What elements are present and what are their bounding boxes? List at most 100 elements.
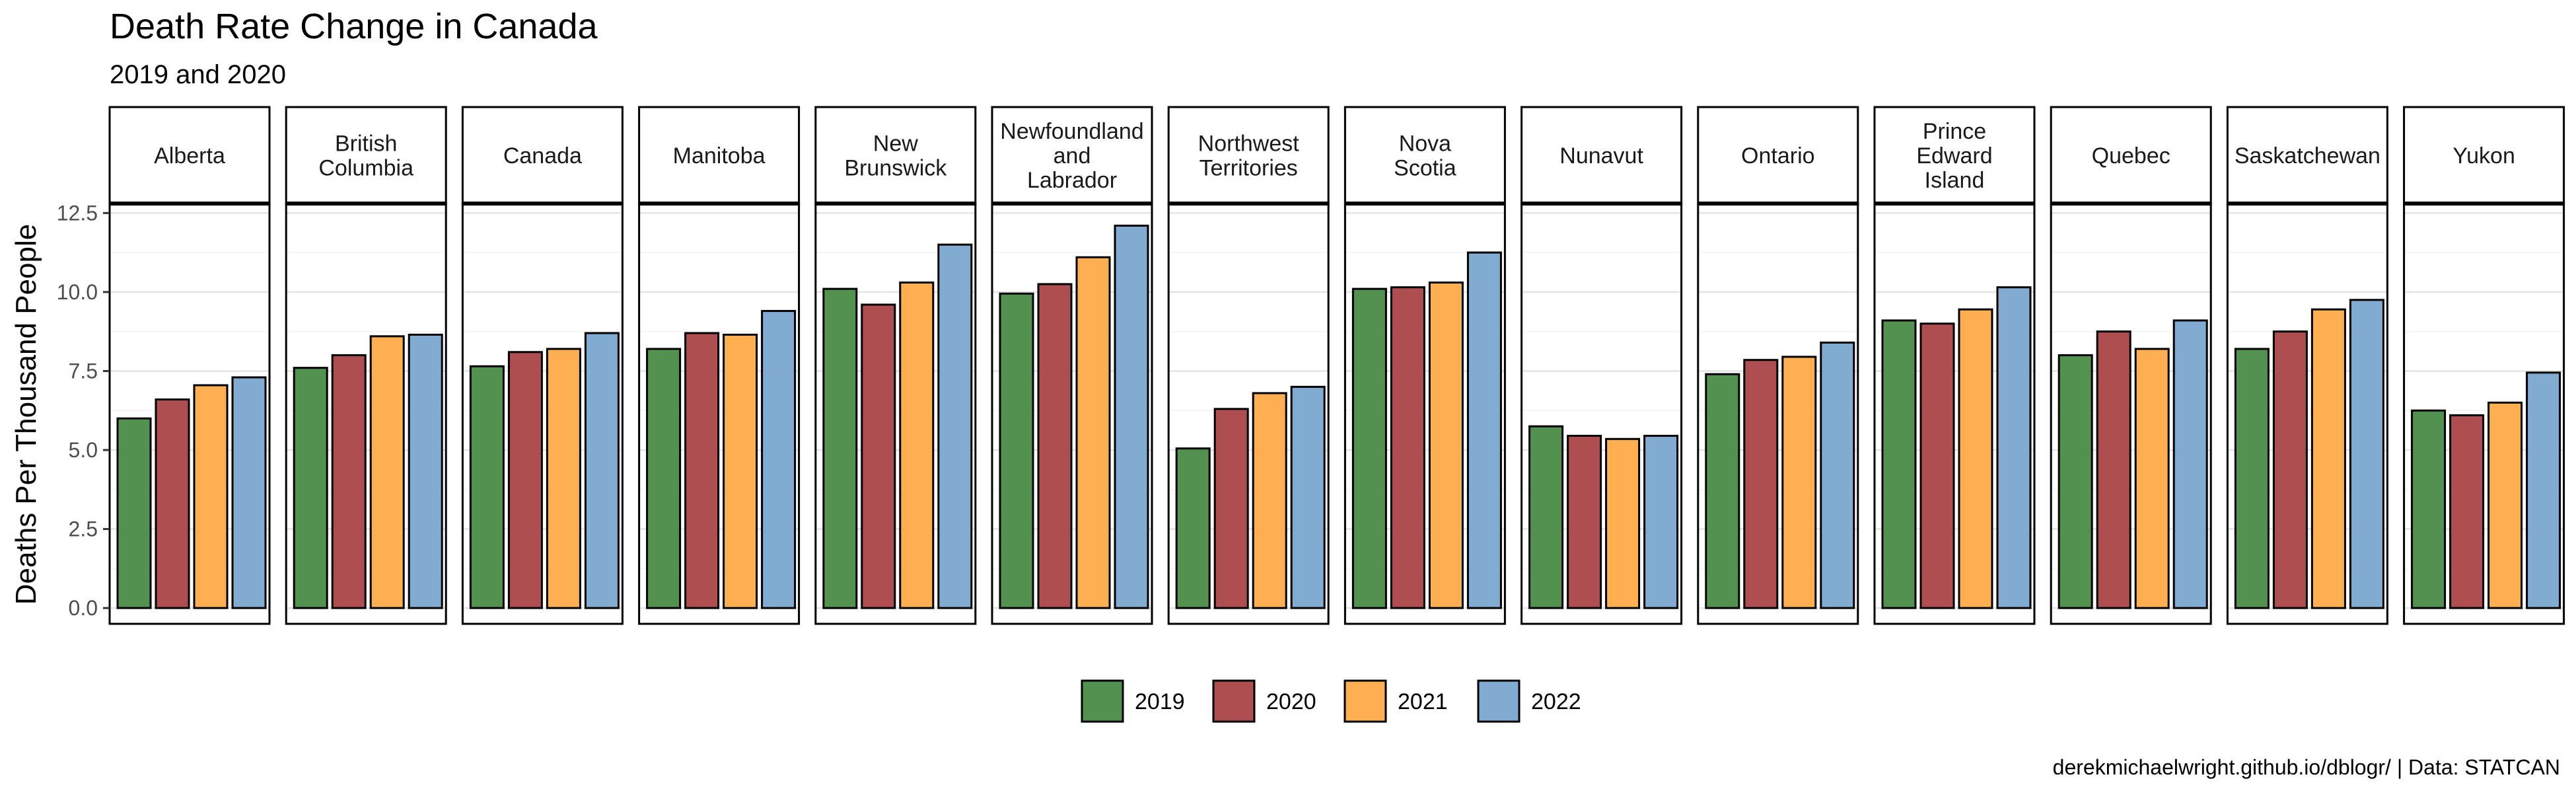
legend-swatch: [1081, 679, 1124, 723]
bar: [1114, 224, 1149, 609]
bar: [1605, 437, 1641, 609]
facet-panel: Manitoba: [638, 106, 801, 625]
bar: [1290, 385, 1326, 609]
facet-panel: Nunavut: [1521, 106, 1683, 625]
bar: [761, 310, 797, 609]
y-tick-label: 0.0: [69, 596, 98, 620]
strip-box: [2050, 106, 2212, 205]
bar: [646, 348, 682, 609]
bar: [1820, 341, 1855, 609]
bar: [861, 303, 896, 609]
strip-label: Alberta: [154, 143, 225, 169]
bar: [684, 332, 720, 609]
bar: [2272, 330, 2308, 609]
facet-panel: Yukon: [2403, 106, 2565, 625]
bar: [1466, 251, 1502, 609]
strip-label: Canada: [503, 143, 582, 169]
strip-box: [814, 106, 977, 205]
bar: [231, 376, 267, 609]
legend-item: 2019: [1081, 679, 1185, 723]
bar: [2411, 409, 2447, 609]
strip-label: New Brunswick: [844, 132, 947, 181]
bar: [723, 333, 758, 609]
strip-box: [461, 106, 624, 205]
strip-box: [638, 106, 801, 205]
legend-item: 2021: [1343, 679, 1448, 723]
legend-label: 2022: [1531, 689, 1581, 714]
strip-box: [1343, 106, 1506, 205]
strip-label: Saskatchewan: [2235, 143, 2380, 169]
strip-label: Yukon: [2452, 143, 2515, 169]
strip-box: [285, 106, 447, 205]
strip-label: Nunavut: [1559, 143, 1643, 169]
bar: [331, 354, 367, 609]
bar: [2526, 371, 2561, 609]
bar: [2310, 308, 2346, 609]
bar: [899, 282, 935, 609]
y-tick-label: 2.5: [69, 517, 98, 541]
facet-panel: Northwest Territories: [1167, 106, 1330, 625]
y-axis-title: Deaths Per Thousand People: [10, 224, 42, 605]
y-tick-label: 5.0: [69, 438, 98, 462]
strip-label: Nova Scotia: [1394, 132, 1456, 181]
strip-label: Quebec: [2092, 143, 2170, 169]
bar: [584, 332, 620, 609]
bar: [1705, 373, 1740, 609]
bar: [1175, 447, 1211, 609]
strip-label: Newfoundland and Labrador: [1000, 119, 1143, 193]
legend-item: 2020: [1212, 679, 1316, 723]
bar: [1075, 256, 1111, 609]
bar: [1213, 408, 1249, 609]
bar: [1958, 308, 1993, 609]
bar: [1881, 319, 1917, 609]
bar: [1252, 392, 1287, 609]
legend-swatch: [1343, 679, 1387, 723]
legend-item: 2022: [1477, 679, 1581, 723]
bar: [2349, 299, 2384, 609]
bar: [2096, 330, 2131, 609]
facet-panels: Alberta British Columbia Canada Manitoba New B…: [108, 106, 2565, 625]
strip-label: Manitoba: [673, 143, 766, 169]
strip-label: British Columbia: [318, 132, 413, 181]
y-tick-label: 12.5: [57, 201, 98, 225]
bar: [1428, 282, 1464, 609]
bar: [193, 384, 229, 609]
bar: [155, 398, 190, 609]
chart-subtitle: 2019 and 2020: [110, 60, 286, 89]
facet-panel: Prince Edward Island: [1873, 106, 2036, 625]
strip-box: [2226, 106, 2388, 205]
y-tick-label: 7.5: [69, 359, 98, 383]
bar: [507, 351, 543, 609]
strip-label: Ontario: [1741, 143, 1815, 169]
bar: [2057, 354, 2093, 609]
legend: 2019 2020 2021 2022: [1081, 679, 1581, 723]
legend-label: 2019: [1135, 689, 1185, 714]
facet-panel: Nova Scotia: [1343, 106, 1506, 625]
strip-label: Prince Edward Island: [1916, 119, 1992, 193]
bar: [937, 243, 973, 609]
bar: [1743, 359, 1779, 609]
bar: [469, 365, 505, 609]
legend-label: 2020: [1266, 689, 1316, 714]
strip-box: [991, 106, 1153, 205]
facet-panel: Newfoundland and Labrador: [991, 106, 1153, 625]
caption: derekmichaelwright.github.io/dblogr/ | D…: [2053, 755, 2560, 779]
bar: [1919, 322, 1955, 609]
bar: [2172, 319, 2208, 609]
bar: [1567, 434, 1602, 609]
y-axis: 0.0 2.5 5.0 7.5 10.0 12.5: [57, 201, 110, 620]
bar: [1037, 283, 1073, 609]
bar: [1390, 286, 1425, 609]
bar: [293, 367, 328, 609]
chart-title: Death Rate Change in Canada: [110, 7, 598, 46]
bar: [116, 417, 152, 609]
bar: [1781, 356, 1817, 609]
bar: [999, 292, 1034, 609]
bar: [369, 335, 405, 609]
facet-panel: Quebec: [2050, 106, 2212, 625]
bar: [822, 287, 858, 609]
bar: [1351, 287, 1387, 609]
legend-swatch: [1477, 679, 1521, 723]
bar: [2487, 401, 2523, 609]
